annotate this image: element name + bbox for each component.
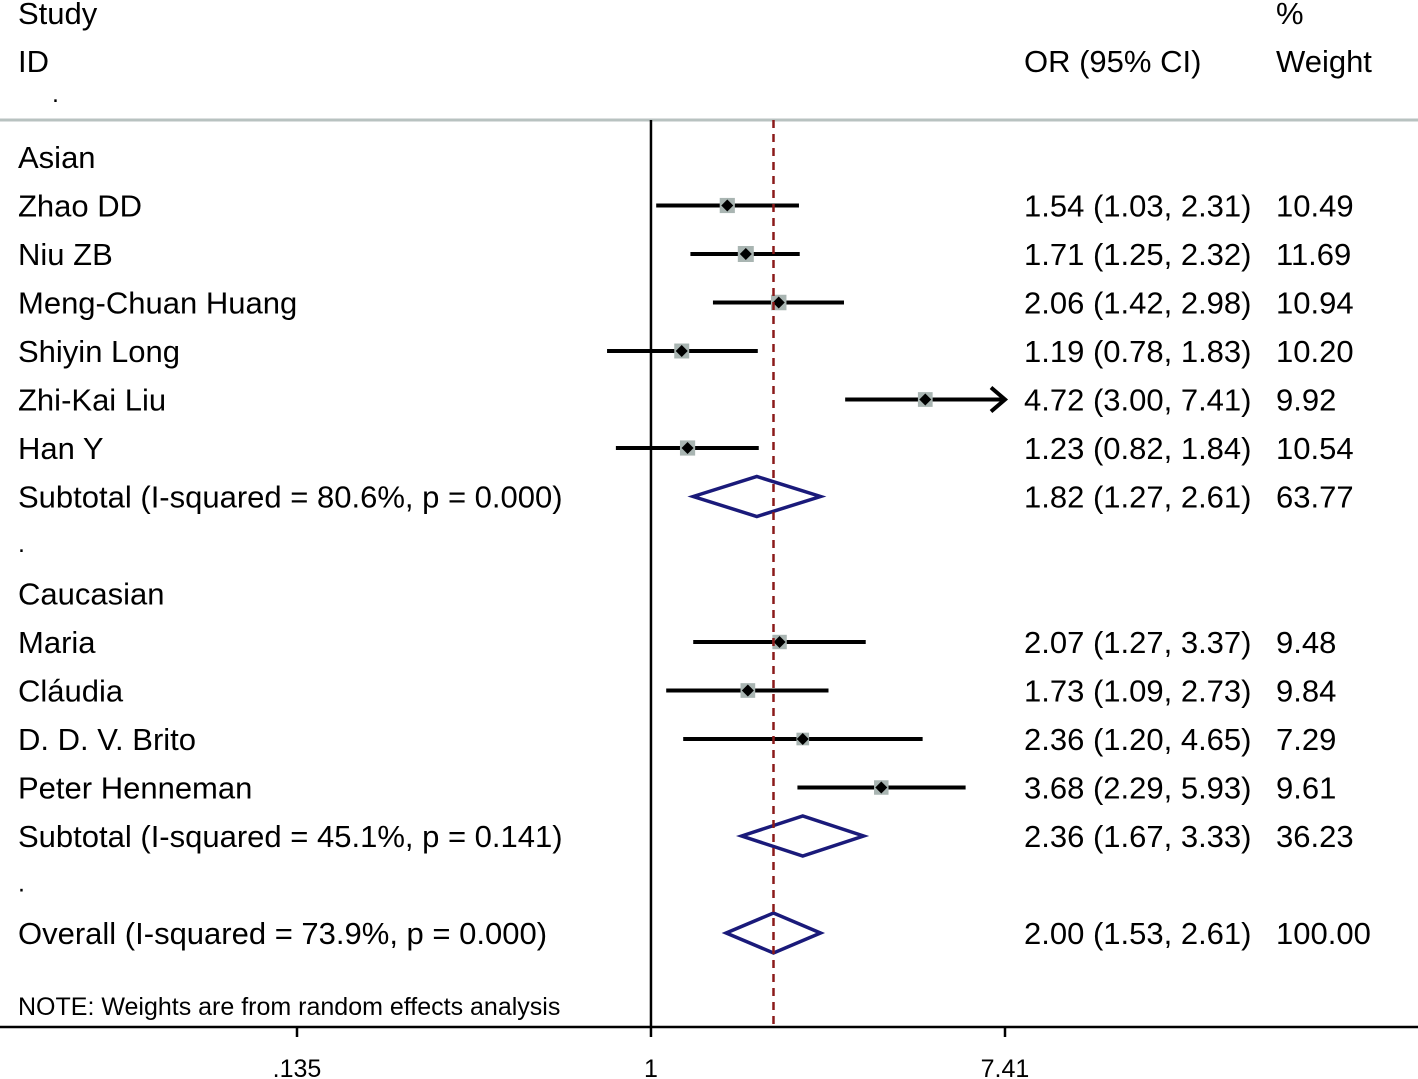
study-weight: 11.69 [1276,237,1351,272]
header-or: OR (95% CI) [1024,44,1201,79]
header-percent: % [1276,0,1304,31]
point-estimate [741,684,754,697]
header-id: ID [18,44,49,79]
x-tick-label: 1 [644,1055,658,1079]
subtotal-label: Subtotal (I-squared = 45.1%, p = 0.141) [18,819,563,854]
point-estimate [739,248,752,260]
header-weight: Weight [1276,44,1372,79]
study-label: D. D. V. Brito [18,722,196,757]
study-or-ci: 1.23 (0.82, 1.84) [1024,431,1252,466]
point-estimate [773,636,786,648]
point-estimate [675,345,688,357]
x-axis-ticks: .135 1 7.41 [273,1027,1030,1079]
ci-arrow [989,385,1009,414]
point-estimate [919,393,932,406]
study-or-ci: 2.06 (1.42, 2.98) [1024,286,1252,321]
study-label: Niu ZB [18,237,113,272]
study-or-ci: 3.68 (2.29, 5.93) [1024,771,1252,806]
x-tick-label: .135 [273,1055,322,1079]
spacer-dot: . [18,870,25,898]
subtotal-label: Subtotal (I-squared = 80.6%, p = 0.000) [18,480,563,515]
study-label: Meng-Chuan Huang [18,286,297,321]
subtotal-diamond [687,474,827,519]
study-or-ci: 2.36 (1.20, 4.65) [1024,722,1252,757]
subtotal-or-ci: 2.36 (1.67, 3.33) [1024,819,1252,854]
point-estimate [721,199,734,212]
study-weight: 10.94 [1276,286,1354,321]
spacer-dot: . [18,530,25,558]
subtotal-diamond [735,814,870,858]
study-label: Zhi-Kai Liu [18,383,166,418]
header-study: Study [18,0,98,31]
study-label: Shiyin Long [18,334,180,369]
overall-or-ci: 2.00 (1.53, 2.61) [1024,916,1252,951]
study-weight: 9.92 [1276,383,1336,418]
footnote: NOTE: Weights are from random effects an… [18,993,560,1021]
study-label: Peter Henneman [18,771,252,806]
study-weight: 9.84 [1276,674,1336,709]
overall-weight: 100.00 [1276,916,1371,951]
study-label: Zhao DD [18,189,142,224]
study-label: Cláudia [18,674,124,709]
rows-layer: Asian Zhao DD 1.54 (1.03, 2.31) 10.49 Niu ZB… [18,140,1371,955]
group-label: Asian [18,140,96,175]
point-estimate [875,781,888,794]
study-weight: 9.48 [1276,625,1336,660]
study-weight: 10.20 [1276,334,1354,369]
study-or-ci: 1.19 (0.78, 1.83) [1024,334,1252,369]
subtotal-weight: 63.77 [1276,480,1354,515]
group-label: Caucasian [18,577,164,612]
study-or-ci: 1.73 (1.09, 2.73) [1024,674,1252,709]
study-weight: 7.29 [1276,722,1336,757]
subtotal-or-ci: 1.82 (1.27, 2.61) [1024,480,1252,515]
x-tick-label: 7.41 [981,1055,1030,1079]
point-estimate [796,733,809,745]
study-label: Maria [18,625,96,660]
study-or-ci: 2.07 (1.27, 3.37) [1024,625,1252,660]
study-weight: 10.49 [1276,189,1354,224]
study-or-ci: 4.72 (3.00, 7.41) [1024,383,1252,418]
study-weight: 9.61 [1276,771,1336,806]
overall-diamond [721,911,826,955]
study-or-ci: 1.71 (1.25, 2.32) [1024,237,1252,272]
header-dot: . [52,80,59,108]
point-estimate [772,296,785,309]
study-label: Han Y [18,431,104,466]
subtotal-weight: 36.23 [1276,819,1354,854]
study-weight: 10.54 [1276,431,1354,466]
study-or-ci: 1.54 (1.03, 2.31) [1024,189,1252,224]
overall-label: Overall (I-squared = 73.9%, p = 0.000) [18,916,547,951]
point-estimate [681,442,694,454]
